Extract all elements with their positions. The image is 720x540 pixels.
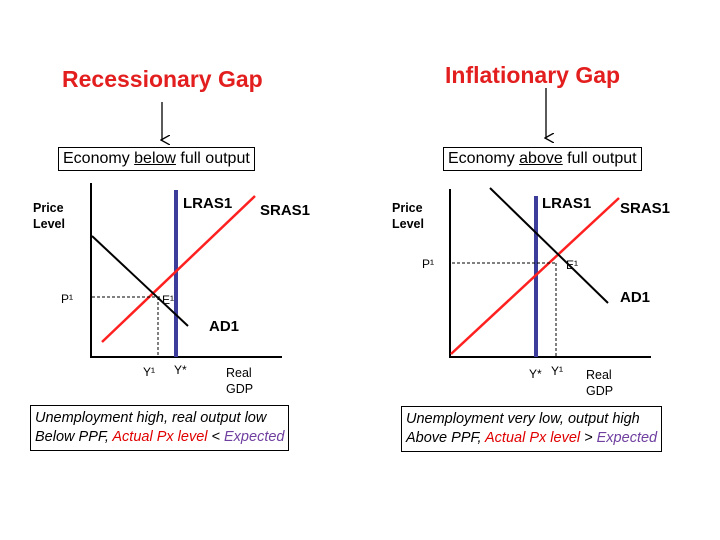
left-economy-box: Economy below full output	[58, 147, 255, 171]
left-ad-line	[91, 235, 189, 327]
left-sras-line	[101, 195, 256, 343]
right-y1-label: Y¹	[551, 364, 563, 378]
right-x-axis-label-line2: GDP	[586, 384, 614, 398]
left-graph	[90, 183, 282, 358]
right-title: Inflationary Gap	[445, 62, 621, 88]
right-ad-label: AD1	[620, 289, 651, 306]
right-x-axis-label-line1: Real	[586, 368, 612, 382]
left-note-line2-pre: Below PPF,	[35, 429, 113, 445]
left-y-axis-label-line2: Level	[33, 217, 65, 231]
left-y-axis-label: Price Level	[33, 200, 65, 232]
right-y-axis-label-line1: Price	[392, 201, 423, 215]
right-sras-label: SRAS1	[620, 200, 671, 217]
right-box-pre: Economy	[448, 150, 520, 167]
right-note-line1: Unemployment very low, output high	[406, 411, 640, 427]
left-note-box: Unemployment high, real output low Below…	[30, 405, 290, 451]
right-e-label: E¹	[566, 258, 578, 272]
left-box-post: full output	[175, 150, 250, 167]
left-note-op: <	[207, 429, 225, 445]
left-lras-label: LRAS1	[183, 195, 233, 212]
right-y-axis-label: Price Level	[392, 200, 424, 232]
right-box-post: full output	[562, 150, 637, 167]
left-ad-label: AD1	[209, 318, 240, 335]
left-title: Recessionary Gap	[62, 66, 263, 92]
right-note-box: Unemployment very low, output high Above…	[401, 406, 663, 452]
right-ad-line	[489, 187, 609, 304]
right-x-axis-label: Real GDP	[586, 367, 613, 399]
left-x-axis-label-line2: GDP	[226, 382, 254, 396]
right-y-axis-label-line2: Level	[392, 217, 424, 231]
left-note-expected: Expected	[224, 429, 285, 445]
left-ystar-label: Y*	[174, 363, 187, 377]
right-note-line2: Above PPF, Actual Px level > Expected	[406, 429, 657, 448]
right-box-emph: above	[519, 150, 563, 167]
right-p-label: P¹	[422, 257, 434, 271]
left-box-emph: below	[134, 150, 176, 167]
right-note-expected: Expected	[596, 430, 658, 446]
left-note-actual: Actual Px level	[112, 429, 208, 445]
right-sras-line	[450, 197, 620, 355]
right-economy-box: Economy above full output	[443, 147, 642, 171]
left-box-pre: Economy	[63, 150, 135, 167]
left-y-axis-label-line1: Price	[33, 201, 64, 215]
left-note-line2: Below PPF, Actual Px level < Expected	[35, 428, 284, 447]
left-p-label: P¹	[61, 292, 73, 306]
left-sras-label: SRAS1	[260, 202, 311, 219]
right-note-line2-pre: Above PPF,	[406, 430, 485, 446]
left-x-axis-label-line1: Real	[226, 366, 252, 380]
right-graph	[449, 187, 651, 358]
left-y1-label: Y¹	[143, 365, 155, 379]
left-e-label: E¹	[162, 293, 174, 307]
right-lras-label: LRAS1	[542, 195, 592, 212]
right-ystar-label: Y*	[529, 367, 542, 381]
left-note-line1: Unemployment high, real output low	[35, 410, 267, 426]
left-x-axis-label: Real GDP	[226, 365, 253, 397]
right-note-op: >	[580, 430, 597, 446]
right-note-actual: Actual Px level	[485, 430, 581, 446]
